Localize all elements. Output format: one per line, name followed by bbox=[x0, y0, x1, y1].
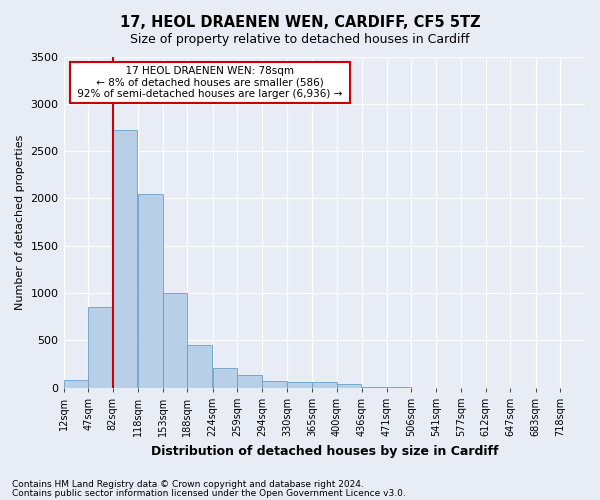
Bar bbox=[213, 368, 238, 388]
Bar bbox=[163, 293, 187, 388]
Bar bbox=[64, 380, 88, 388]
Text: Contains public sector information licensed under the Open Government Licence v3: Contains public sector information licen… bbox=[12, 488, 406, 498]
Bar bbox=[88, 307, 113, 388]
Bar bbox=[138, 194, 163, 388]
Bar bbox=[113, 130, 137, 388]
Bar bbox=[262, 380, 287, 388]
Y-axis label: Number of detached properties: Number of detached properties bbox=[15, 134, 25, 310]
Bar bbox=[238, 376, 262, 388]
Text: Size of property relative to detached houses in Cardiff: Size of property relative to detached ho… bbox=[130, 32, 470, 46]
Text: 17, HEOL DRAENEN WEN, CARDIFF, CF5 5TZ: 17, HEOL DRAENEN WEN, CARDIFF, CF5 5TZ bbox=[119, 15, 481, 30]
X-axis label: Distribution of detached houses by size in Cardiff: Distribution of detached houses by size … bbox=[151, 444, 498, 458]
Bar bbox=[287, 382, 312, 388]
Bar bbox=[312, 382, 337, 388]
Bar bbox=[187, 345, 212, 388]
Text: Contains HM Land Registry data © Crown copyright and database right 2024.: Contains HM Land Registry data © Crown c… bbox=[12, 480, 364, 489]
Text: 17 HEOL DRAENEN WEN: 78sqm  
 ← 8% of detached houses are smaller (586) 
 92% of: 17 HEOL DRAENEN WEN: 78sqm ← 8% of detac… bbox=[74, 66, 346, 99]
Bar bbox=[337, 384, 361, 388]
